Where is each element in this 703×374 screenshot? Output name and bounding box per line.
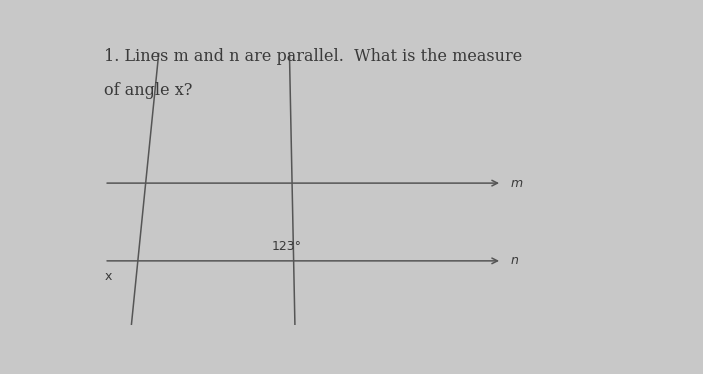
Text: 1. Lines m and n are parallel.  What is the measure: 1. Lines m and n are parallel. What is t… [104, 48, 522, 65]
Text: of angle x?: of angle x? [104, 82, 193, 99]
Text: x: x [104, 270, 112, 283]
Text: m: m [510, 177, 522, 190]
Text: n: n [510, 254, 518, 267]
Text: 123°: 123° [272, 240, 302, 253]
